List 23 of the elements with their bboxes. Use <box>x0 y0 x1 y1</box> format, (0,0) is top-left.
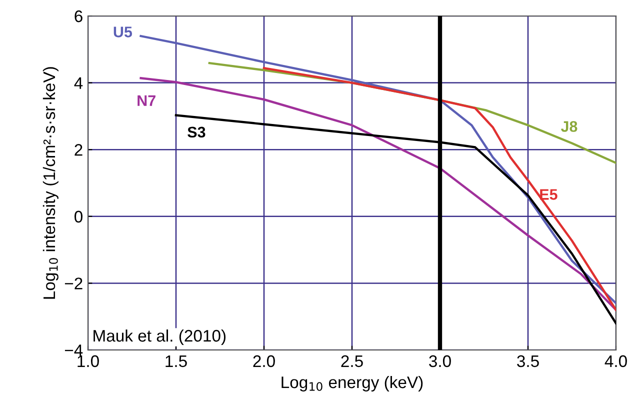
y-tick-label: 0 <box>74 210 82 223</box>
x-axis-title: Log$_{10}$ energy (keV) <box>282 376 423 392</box>
x-tick-label: 3.5 <box>517 355 539 368</box>
series-label: N7 <box>138 95 156 106</box>
x-tick-label: 1.0 <box>78 355 99 368</box>
line-series <box>140 77 616 312</box>
y-tick-label: −4 <box>64 344 83 356</box>
series-label: U5 <box>114 26 132 38</box>
y-tick-label: 4 <box>74 77 83 89</box>
x-tick-label: 3.0 <box>429 355 451 368</box>
y-axis-title: Log$_{10}$ intensity (1/cm²·s·sr·keV) <box>42 67 58 299</box>
series-label: J8 <box>560 121 578 132</box>
y-tick-label: −2 <box>64 278 82 290</box>
y-tick-label: 2 <box>74 144 82 156</box>
annotation: Mauk et al. (2010) <box>94 329 226 345</box>
y-tick-label: 6 <box>74 10 82 22</box>
series-label: S3 <box>188 126 206 138</box>
x-tick-label: 4.0 <box>604 355 627 368</box>
x-tick-label: 2.0 <box>253 355 275 368</box>
line-series <box>262 66 616 312</box>
x-tick-label: 1.5 <box>166 355 187 368</box>
x-tick-label: 2.5 <box>341 355 363 368</box>
line-series <box>140 34 616 304</box>
